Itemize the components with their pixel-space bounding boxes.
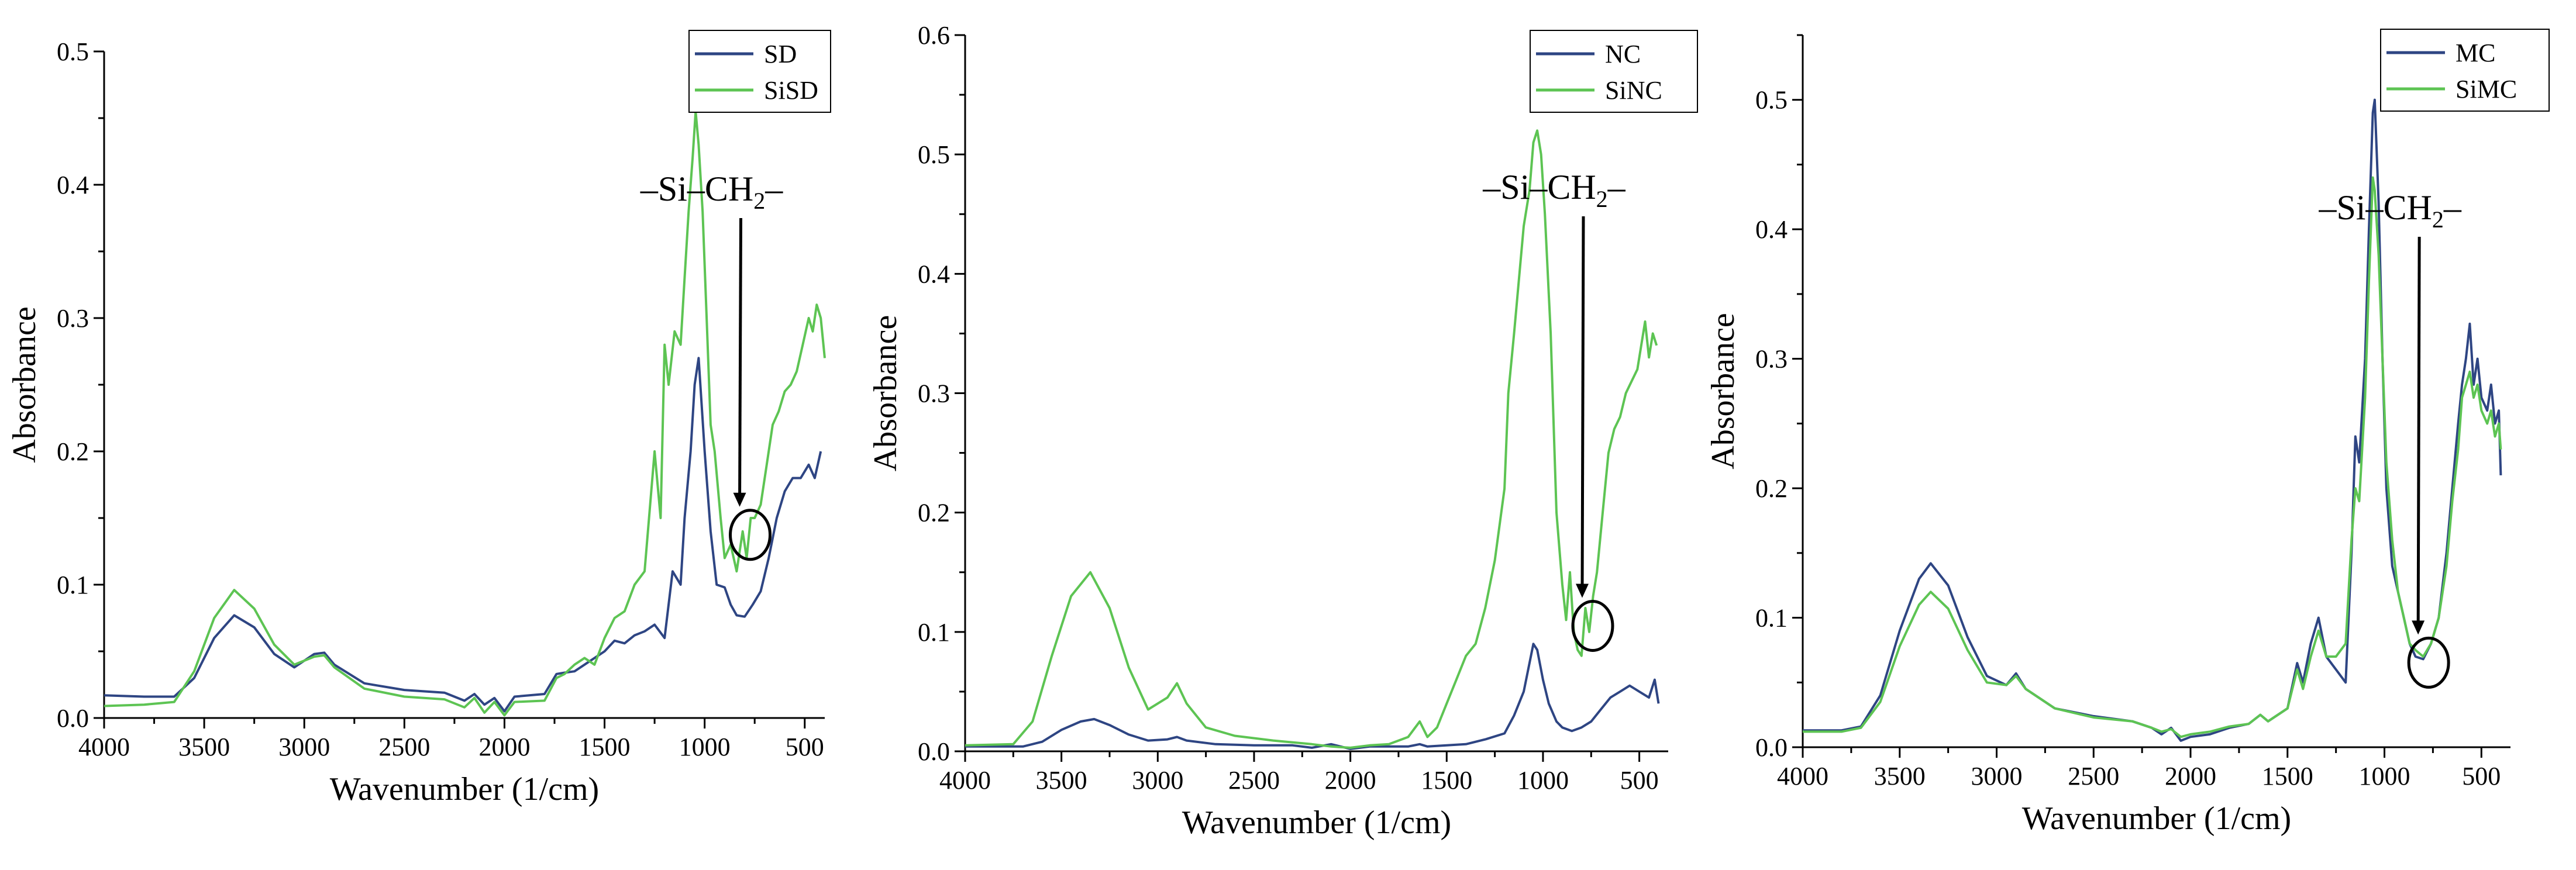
x-tick-label: 3500 xyxy=(1036,766,1087,795)
series-line-SD xyxy=(104,357,822,713)
legend-label-NC: NC xyxy=(1605,40,1641,68)
y-tick-label: 0.5 xyxy=(57,37,89,66)
x-tick-label: 1500 xyxy=(1421,766,1472,795)
annotation-label: –Si–CH2– xyxy=(2318,188,2461,233)
series-line-SiSD xyxy=(104,110,826,717)
x-tick-label: 4000 xyxy=(1777,762,1828,790)
x-tick-label: 1500 xyxy=(2262,762,2313,790)
y-tick-label: 0.5 xyxy=(1755,86,1788,115)
legend-label-MC: MC xyxy=(2456,39,2495,67)
legend-label-SiNC: SiNC xyxy=(1605,76,1662,105)
y-tick-label: 0.5 xyxy=(918,140,950,169)
series-line-NC xyxy=(965,643,1660,750)
annotation-circle xyxy=(2407,636,2450,689)
x-axis-title: Wavenumber (1/cm) xyxy=(2022,800,2291,837)
y-tick-label: 0.4 xyxy=(1755,215,1788,244)
annotation-subscript: 2 xyxy=(1596,186,1608,212)
legend-label-SD: SD xyxy=(764,40,797,68)
series-line-SiNC xyxy=(965,129,1658,749)
x-tick-label: 2000 xyxy=(478,733,530,761)
x-tick-label: 500 xyxy=(2462,762,2501,790)
y-tick-label: 0.1 xyxy=(1755,604,1788,633)
y-tick-label: 0.2 xyxy=(918,499,950,527)
y-tick-label: 0.1 xyxy=(57,571,89,599)
y-axis-title: Absorbance xyxy=(6,306,43,462)
y-tick-label: 0.0 xyxy=(1755,733,1788,762)
annotation-arrowhead xyxy=(1575,584,1589,598)
y-tick-label: 0.1 xyxy=(918,618,950,647)
x-tick-label: 2500 xyxy=(378,733,430,761)
x-axis-title: Wavenumber (1/cm) xyxy=(330,771,599,807)
x-tick-label: 3500 xyxy=(1874,762,1926,790)
x-tick-label: 3000 xyxy=(1132,766,1183,795)
x-tick-label: 1000 xyxy=(1517,766,1569,795)
annotation-circle xyxy=(729,509,772,561)
annotation-suffix: – xyxy=(1607,168,1626,206)
x-tick-label: 1500 xyxy=(579,733,631,761)
x-tick-label: 500 xyxy=(786,733,824,761)
y-tick-label: 0.0 xyxy=(918,737,950,766)
series-line-MC xyxy=(1803,98,2502,742)
x-tick-label: 2500 xyxy=(1228,766,1280,795)
x-tick-label: 4000 xyxy=(939,766,991,795)
y-tick-label: 0.3 xyxy=(918,379,950,408)
x-tick-label: 4000 xyxy=(78,733,130,761)
x-tick-label: 1000 xyxy=(2359,762,2410,790)
annotation-label: –Si–CH2– xyxy=(1482,168,1626,212)
x-tick-label: 2000 xyxy=(1325,766,1376,795)
x-tick-label: 500 xyxy=(1620,766,1659,795)
x-tick-label: 2000 xyxy=(2165,762,2216,790)
legend-box xyxy=(1530,30,1698,113)
annotation-label: –Si–CH2– xyxy=(640,170,783,214)
annotation-circle xyxy=(1571,600,1614,652)
annotation-arrow-shaft xyxy=(738,218,743,503)
annotation-arrowhead xyxy=(733,492,746,507)
legend-label-SiMC: SiMC xyxy=(2456,75,2517,103)
y-tick-label: 0.6 xyxy=(918,21,950,50)
y-tick-label: 0.4 xyxy=(918,260,950,288)
annotation-suffix: – xyxy=(764,170,783,208)
legend-box xyxy=(688,30,831,113)
x-tick-label: 3500 xyxy=(178,733,230,761)
y-tick-label: 0.0 xyxy=(57,704,89,733)
annotation-subscript: 2 xyxy=(753,188,765,214)
y-tick-label: 0.2 xyxy=(1755,474,1788,503)
y-tick-label: 0.3 xyxy=(57,304,89,333)
x-tick-label: 1000 xyxy=(679,733,731,761)
y-tick-label: 0.3 xyxy=(1755,345,1788,374)
annotation-arrow-shaft xyxy=(2416,236,2421,631)
annotation-subscript: 2 xyxy=(2432,206,2444,233)
annotation-arrowhead xyxy=(2412,620,2425,635)
legend-box xyxy=(2380,29,2550,112)
x-tick-label: 2500 xyxy=(2068,762,2119,790)
annotation-suffix: – xyxy=(2443,188,2462,227)
y-axis-title: Absorbance xyxy=(1705,313,1741,469)
series-line-SiMC xyxy=(1803,176,2502,738)
x-tick-label: 3000 xyxy=(278,733,330,761)
y-tick-label: 0.2 xyxy=(57,437,89,466)
annotation-arrow-shaft xyxy=(1580,216,1585,595)
x-tick-label: 3000 xyxy=(1971,762,2023,790)
legend-label-SiSD: SiSD xyxy=(764,76,818,105)
y-tick-label: 0.4 xyxy=(57,171,89,199)
x-axis-title: Wavenumber (1/cm) xyxy=(1182,805,1451,841)
y-axis-title: Absorbance xyxy=(867,315,904,471)
